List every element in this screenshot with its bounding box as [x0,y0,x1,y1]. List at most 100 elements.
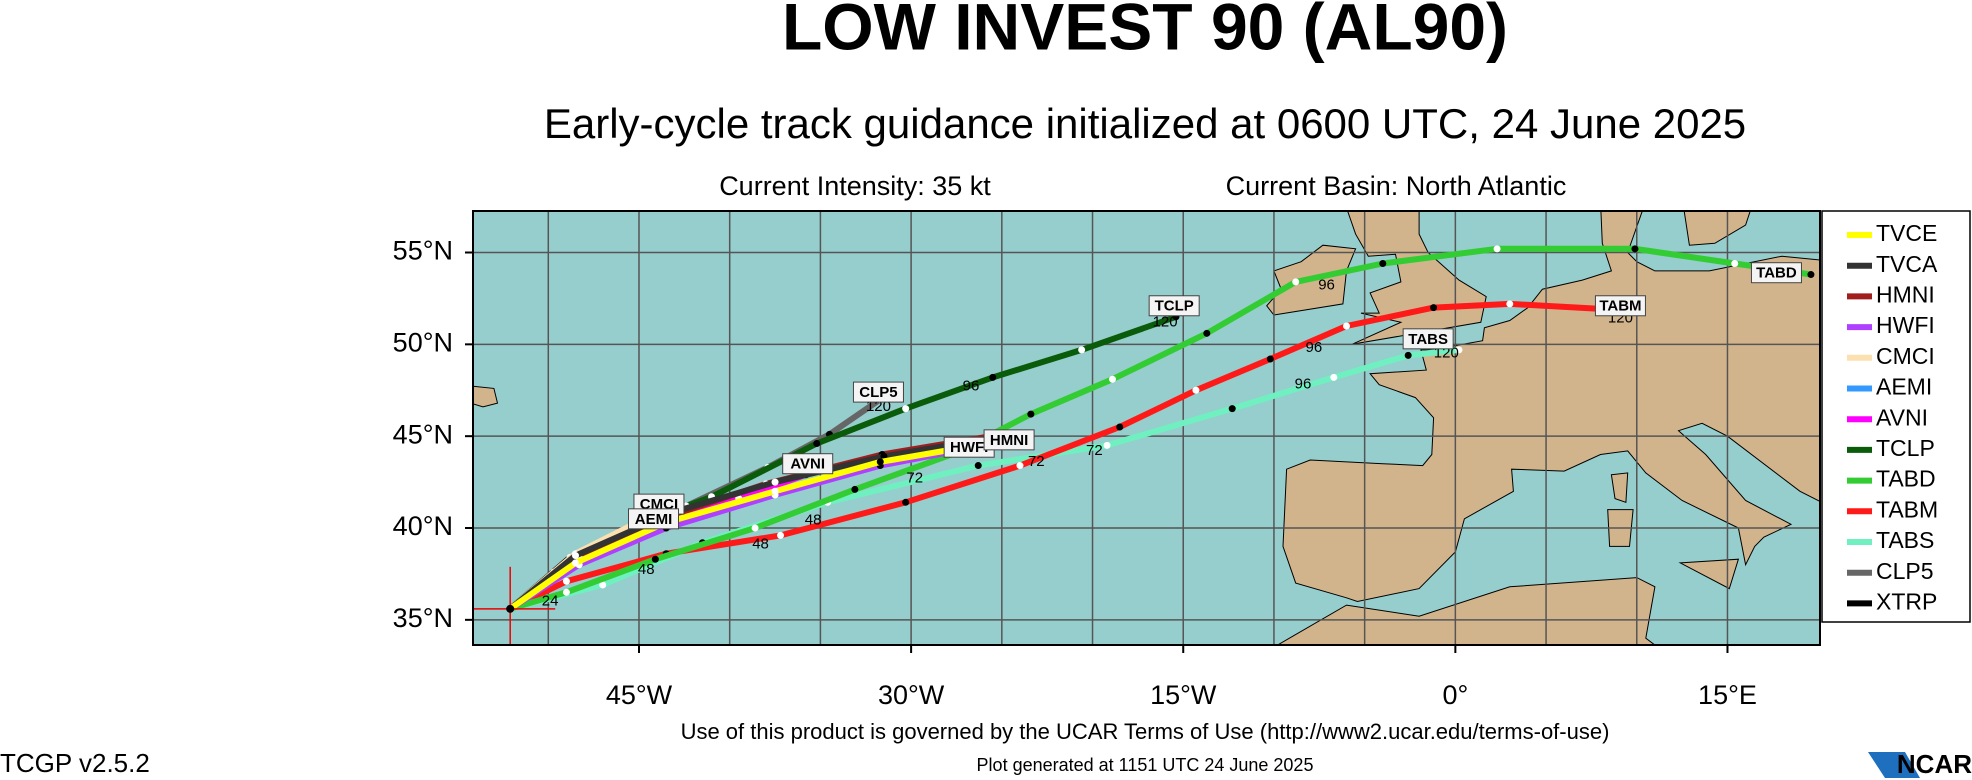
hour-label: 96 [963,378,980,395]
logo-mark [1868,752,1920,778]
x-tick-label: 15°E [1698,680,1757,710]
hour-label: 48 [752,536,769,553]
track-point [562,588,570,596]
hour-label: 120 [1153,313,1178,330]
track-label-box [1750,262,1802,284]
track-point [813,440,821,448]
track-label: CLP5 [859,384,897,401]
track-point [1343,322,1351,330]
track-label: HWFI [950,439,988,456]
track-point [1103,441,1111,449]
y-tick-label: 50°N [393,327,453,357]
track-label-box [852,381,904,403]
track-point [1116,423,1124,431]
logo: NCAR [1897,749,1972,779]
track-label: AVNI [790,456,825,473]
track-label: TABD [1756,265,1797,282]
track-label-box [782,453,834,475]
y-tick-label: 40°N [393,511,453,541]
track-label: AEMI [635,511,673,528]
x-tick-label: 45°W [606,680,673,710]
track-point [599,581,607,589]
track-point [1631,245,1639,253]
track-label-box [628,508,680,530]
legend-label: TVCE [1876,220,1937,246]
legend-label: XTRP [1876,588,1937,614]
track-point [851,485,859,493]
track-point [1078,346,1086,354]
track-point [571,552,579,560]
track-point [1430,304,1438,312]
basin: Current Basin: North Atlantic [1226,171,1567,201]
track-label: HMNI [990,432,1028,449]
hour-label: 96 [1318,277,1335,294]
track [507,440,991,612]
x-tick-label: 0° [1442,680,1468,710]
track-point [1506,300,1514,308]
track-point [902,405,910,413]
track-point [1455,346,1463,354]
track-point [1379,260,1387,268]
legend-label: TABD [1876,466,1936,492]
track-point [1292,278,1300,286]
hour-label: 96 [1306,339,1323,356]
landmass [1683,211,1751,246]
legend-label: TVCA [1876,251,1938,277]
track-point [751,524,759,532]
track-label: TABM [1599,298,1641,315]
legend-label: CLP5 [1876,558,1934,584]
track-point [1203,329,1211,337]
hour-label: 72 [1086,442,1103,459]
track-point [902,498,910,506]
legend-label: TABM [1876,496,1938,522]
landmass [1678,558,1740,590]
track-point [989,373,997,381]
version: TCGP v2.5.2 [0,748,150,778]
init-point [506,604,515,613]
track-label-box [1594,295,1646,317]
track-point [571,559,579,567]
hour-label: 72 [1028,453,1045,470]
track-point [1016,462,1024,470]
track-point [1108,375,1116,383]
legend: TVCE TVCA HMNI HWFI CMCI AEMI AVNI TCLP TABD TABM… [1847,220,1938,614]
hour-label: 48 [805,512,822,529]
track-point [1404,351,1412,359]
track-point [1807,271,1815,279]
legend-label: AVNI [1876,404,1928,430]
legend-label: HMNI [1876,281,1935,307]
y-tick-label: 55°N [393,236,453,266]
legend-label: HWFI [1876,312,1935,338]
landmass [1276,577,1666,645]
track-point [1330,373,1338,381]
hour-label: 96 [1295,376,1312,393]
x-tick-label: 30°W [878,680,945,710]
track-point [771,478,779,486]
legend-box [1821,210,1971,623]
hour-label: 24 [542,592,559,609]
intensity: Current Intensity: 35 kt [719,171,991,201]
track-point [876,458,884,466]
track-label: TCLP [1155,298,1194,315]
track-point [1731,260,1739,268]
track-label-box [1402,328,1454,350]
track-point [1493,245,1501,253]
landmass [1282,211,1820,603]
track-point [771,487,779,495]
track-label: TABS [1408,331,1448,348]
tracks: 2448484872727296969696120120120120TCLPCL… [473,245,1815,645]
track-point [776,531,784,539]
title: LOW INVEST 90 (AL90) [782,0,1508,63]
legend-label: TCLP [1876,435,1935,461]
track-point [1027,410,1035,418]
legend-label: CMCI [1876,343,1935,369]
legend-label: AEMI [1876,374,1932,400]
track-point [1228,405,1236,413]
x-tick-label: 15°W [1150,680,1217,710]
track-label-box [983,429,1035,451]
landmass [1347,211,1487,345]
landmass [473,385,499,408]
map-frame [472,210,1821,646]
landmass [1610,472,1629,503]
track [507,433,1005,612]
